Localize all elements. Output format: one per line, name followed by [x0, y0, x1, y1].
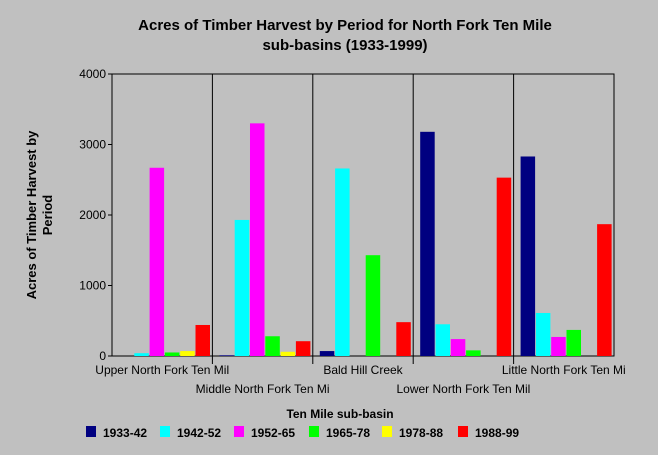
- legend-label: 1942-52: [177, 426, 221, 440]
- x-axis-label: Ten Mile sub-basin: [286, 407, 393, 421]
- chart-title-line2: sub-basins (1933-1999): [262, 37, 427, 54]
- bar: [496, 177, 512, 356]
- chart-title-line1: Acres of Timber Harvest by Period for No…: [138, 17, 552, 34]
- legend-swatch: [234, 426, 244, 437]
- bar: [520, 156, 536, 356]
- bar: [134, 353, 149, 356]
- y-tick-label: 4000: [79, 67, 106, 81]
- bar: [234, 219, 250, 356]
- bar: [396, 322, 411, 356]
- bar: [450, 339, 466, 356]
- bar: [195, 324, 210, 356]
- bar: [319, 351, 335, 356]
- category-label: Little North Fork Ten Mi: [502, 363, 626, 377]
- legend-label: 1978-88: [399, 426, 443, 440]
- bar: [435, 324, 450, 356]
- bar: [265, 336, 280, 356]
- bar: [466, 350, 481, 356]
- bar: [164, 352, 180, 356]
- bars: [134, 123, 612, 356]
- bar: [551, 336, 566, 356]
- y-axis: 0 1000 2000 3000 4000: [79, 67, 112, 363]
- bar: [295, 341, 311, 356]
- legend-swatch: [382, 426, 392, 437]
- legend-swatch: [309, 426, 319, 437]
- legend-swatch: [86, 426, 96, 437]
- category-labels: Upper North Fork Ten Mil Middle North For…: [95, 363, 625, 396]
- legend: 1933-42 1942-52 1952-65 1965-78 1978-88 1988-…: [86, 426, 519, 440]
- legend-label: 1988-99: [475, 426, 519, 440]
- legend-label: 1933-42: [103, 426, 147, 440]
- bar: [149, 167, 165, 356]
- y-axis-label-line1: Acres of Timber Harvest by: [24, 130, 39, 300]
- bar: [250, 123, 265, 356]
- y-tick-label: 3000: [79, 138, 106, 152]
- category-label: Middle North Fork Ten Mi: [196, 382, 330, 396]
- bar: [335, 168, 350, 356]
- category-label: Upper North Fork Ten Mil: [95, 363, 229, 377]
- y-axis-label-line2: Period: [40, 195, 55, 236]
- bar: [280, 351, 296, 356]
- category-label: Bald Hill Creek: [323, 363, 403, 377]
- y-tick-label: 0: [99, 349, 106, 363]
- legend-swatch: [458, 426, 468, 437]
- legend-label: 1965-78: [326, 426, 370, 440]
- y-tick-label: 1000: [79, 279, 106, 293]
- bar: [365, 255, 381, 356]
- legend-swatch: [160, 426, 170, 437]
- bar: [180, 351, 195, 356]
- bar: [597, 224, 612, 356]
- legend-label: 1952-65: [251, 426, 295, 440]
- bar: [566, 329, 581, 356]
- bar: [420, 131, 435, 356]
- category-label: Lower North Fork Ten Mil: [396, 382, 530, 396]
- bar: [219, 355, 234, 356]
- y-tick-label: 2000: [79, 208, 106, 222]
- bar: [535, 312, 551, 356]
- category-dividers: [211, 74, 515, 364]
